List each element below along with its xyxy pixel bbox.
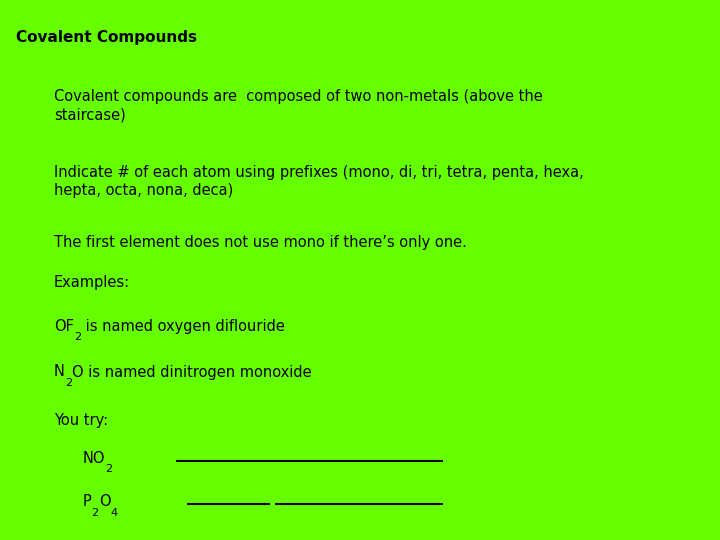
Text: 2: 2 [65, 378, 72, 388]
Text: Indicate # of each atom using prefixes (mono, di, tri, tetra, penta, hexa,
hepta: Indicate # of each atom using prefixes (… [54, 165, 584, 198]
Text: O: O [99, 494, 110, 509]
Text: 4: 4 [110, 508, 117, 518]
Text: O is named dinitrogen monoxide: O is named dinitrogen monoxide [72, 364, 312, 380]
Text: NO: NO [83, 451, 105, 466]
Text: 2: 2 [105, 464, 112, 475]
Text: N: N [54, 364, 65, 380]
Text: is named oxygen diflouride: is named oxygen diflouride [81, 319, 285, 334]
Text: The first element does not use mono if there’s only one.: The first element does not use mono if t… [54, 235, 467, 250]
Text: Examples:: Examples: [54, 275, 130, 291]
Text: 2: 2 [91, 508, 99, 518]
Text: P: P [83, 494, 91, 509]
Text: OF: OF [54, 319, 74, 334]
Text: Covalent Compounds: Covalent Compounds [16, 30, 197, 45]
Text: Covalent compounds are  composed of two non-metals (above the
staircase): Covalent compounds are composed of two n… [54, 89, 543, 123]
Text: 2: 2 [74, 332, 81, 342]
Text: You try:: You try: [54, 413, 108, 428]
